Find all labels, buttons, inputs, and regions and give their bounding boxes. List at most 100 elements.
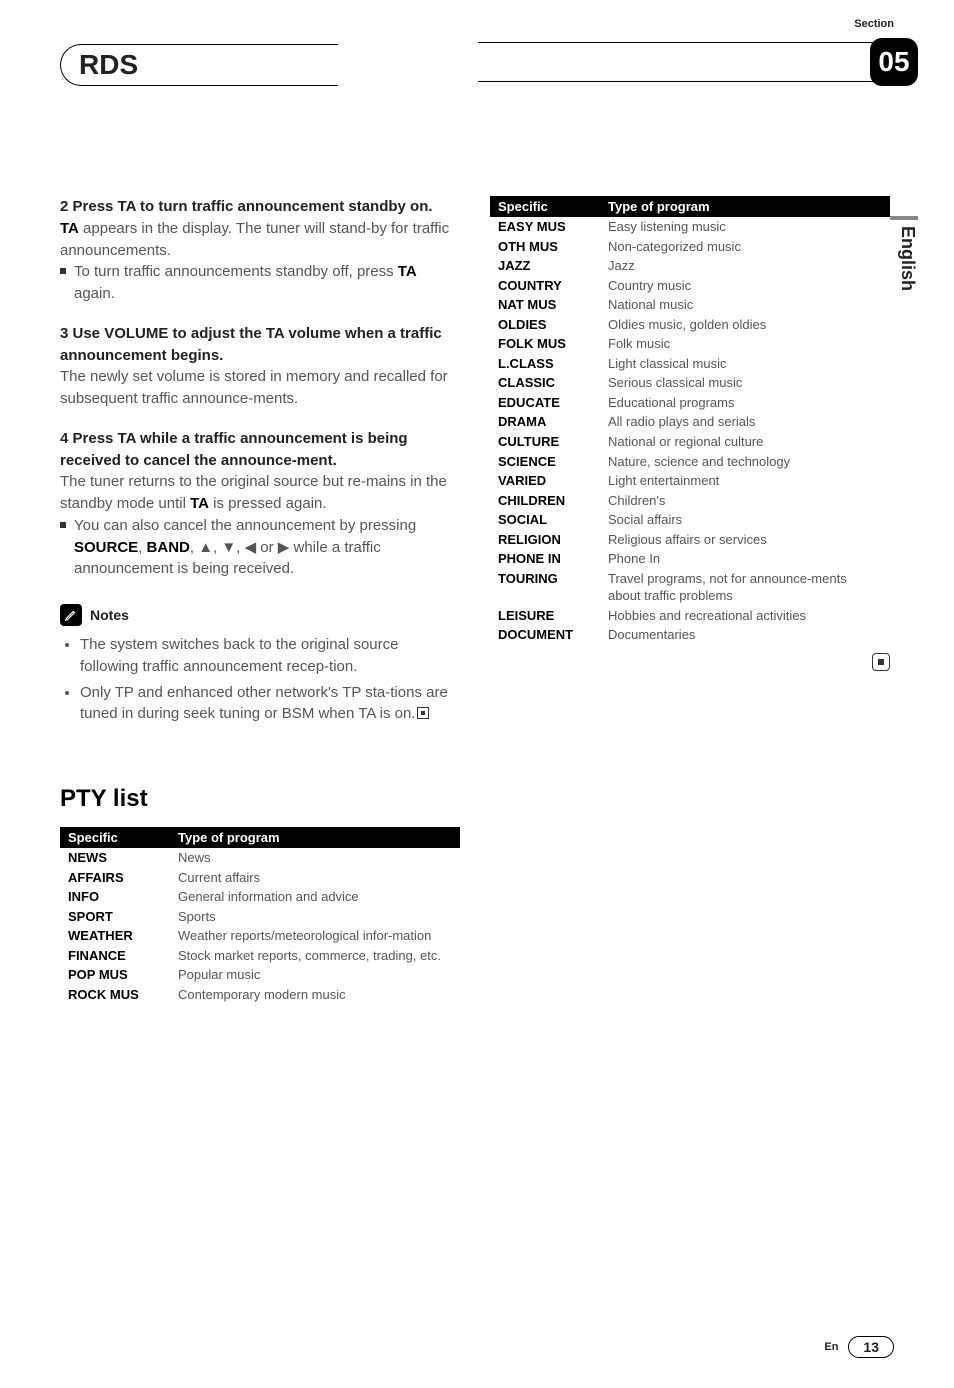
cell-specific: POP MUS [60, 965, 170, 985]
table-row: SPORTSports [60, 907, 460, 927]
cell-type: Light entertainment [600, 471, 890, 491]
footer-lang: En [824, 1341, 838, 1353]
table-row: OTH MUSNon-categorized music [490, 237, 890, 257]
notes-heading: Notes [60, 604, 460, 626]
cell-specific: PHONE IN [490, 549, 600, 569]
cell-specific: VARIED [490, 471, 600, 491]
end-mark-icon [872, 653, 890, 671]
step-4-bullet-text: You can also cancel the announcement by … [74, 515, 460, 580]
table-row: TOURINGTravel programs, not for announce… [490, 569, 890, 606]
content-columns: 2 Press TA to turn traffic announcement … [0, 116, 954, 1004]
cell-specific: NEWS [60, 848, 170, 868]
cell-specific: OTH MUS [490, 237, 600, 257]
cell-type: Documentaries [600, 625, 890, 645]
step-2-body-text: appears in the display. The tuner will s… [60, 220, 449, 259]
cell-type: Travel programs, not for announce-ments … [600, 569, 890, 606]
note-item: The system switches back to the original… [80, 634, 460, 678]
cell-specific: WEATHER [60, 926, 170, 946]
cell-specific: FINANCE [60, 946, 170, 966]
cell-type: All radio plays and serials [600, 412, 890, 432]
bullet-icon [60, 522, 66, 528]
cell-specific: OLDIES [490, 315, 600, 335]
cell-type: Sports [170, 907, 460, 927]
step-4-body: The tuner returns to the original source… [60, 471, 460, 515]
cell-type: Hobbies and recreational activities [600, 606, 890, 626]
cell-type: Educational programs [600, 393, 890, 413]
cell-specific: LEISURE [490, 606, 600, 626]
cell-type: Popular music [170, 965, 460, 985]
cell-type: Children's [600, 491, 890, 511]
table-row: INFOGeneral information and advice [60, 887, 460, 907]
pty-heading: PTY list [60, 785, 460, 813]
table-row: SOCIALSocial affairs [490, 510, 890, 530]
section-label: Section [854, 18, 894, 30]
table-row: RELIGIONReligious affairs or services [490, 530, 890, 550]
cell-type: Country music [600, 276, 890, 296]
cell-type: Weather reports/meteorological infor-mat… [170, 926, 460, 946]
table-row: FINANCEStock market reports, commerce, t… [60, 946, 460, 966]
t: BAND [147, 539, 190, 556]
table-row: DOCUMENTDocumentaries [490, 625, 890, 645]
table-row: NEWSNews [60, 848, 460, 868]
cell-specific: RELIGION [490, 530, 600, 550]
table-row: ROCK MUSContemporary modern music [60, 985, 460, 1005]
cell-specific: DOCUMENT [490, 625, 600, 645]
cell-type: National or regional culture [600, 432, 890, 452]
t: TA [190, 495, 209, 512]
step-4-head: 4 Press TA while a traffic announcement … [60, 428, 460, 472]
table-row: OLDIESOldies music, golden oldies [490, 315, 890, 335]
t: Only TP and enhanced other network's TP … [80, 684, 448, 723]
step-2-bullet: To turn traffic announcements standby of… [60, 261, 460, 305]
cell-specific: SOCIAL [490, 510, 600, 530]
footer-page-number: 13 [848, 1336, 894, 1358]
table-row: FOLK MUSFolk music [490, 334, 890, 354]
table-row: COUNTRYCountry music [490, 276, 890, 296]
header-right-pill [478, 42, 918, 82]
cell-type: Phone In [600, 549, 890, 569]
cell-type: National music [600, 295, 890, 315]
table-row: LEISUREHobbies and recreational activiti… [490, 606, 890, 626]
cell-specific: CLASSIC [490, 373, 600, 393]
header-title: RDS [60, 44, 338, 86]
table-row: EDUCATEEducational programs [490, 393, 890, 413]
col-type: Type of program [170, 827, 460, 848]
cell-type: General information and advice [170, 887, 460, 907]
bullet-icon [60, 268, 66, 274]
cell-type: Social affairs [600, 510, 890, 530]
cell-type: Stock market reports, commerce, trading,… [170, 946, 460, 966]
cell-specific: SPORT [60, 907, 170, 927]
cell-specific: EDUCATE [490, 393, 600, 413]
notes-label: Notes [90, 607, 129, 623]
table-row: NAT MUSNational music [490, 295, 890, 315]
table-row: CULTURENational or regional culture [490, 432, 890, 452]
table-row: WEATHERWeather reports/meteorological in… [60, 926, 460, 946]
col-type: Type of program [600, 196, 890, 217]
cell-type: Non-categorized music [600, 237, 890, 257]
cell-specific: L.CLASS [490, 354, 600, 374]
left-column: 2 Press TA to turn traffic announcement … [60, 196, 460, 1004]
step-2-body: TA appears in the display. The tuner wil… [60, 218, 460, 262]
step-2: 2 Press TA to turn traffic announcement … [60, 196, 460, 305]
table-row: POP MUSPopular music [60, 965, 460, 985]
cell-specific: CULTURE [490, 432, 600, 452]
step-2-bullet-text: To turn traffic announcements standby of… [74, 261, 460, 305]
end-mark-icon [417, 707, 429, 719]
table-row: EASY MUSEasy listening music [490, 217, 890, 237]
cell-type: Serious classical music [600, 373, 890, 393]
ta-bold: TA [60, 220, 79, 237]
table-row: L.CLASSLight classical music [490, 354, 890, 374]
section-number-badge: 05 [870, 38, 918, 86]
note-item: Only TP and enhanced other network's TP … [80, 682, 460, 726]
t: is pressed again. [209, 495, 327, 512]
cell-type: Current affairs [170, 868, 460, 888]
language-tab: English [890, 216, 918, 291]
page-footer: En 13 [824, 1336, 894, 1358]
table-row: JAZZJazz [490, 256, 890, 276]
step-3: 3 Use VOLUME to adjust the TA volume whe… [60, 323, 460, 410]
table-row: SCIENCENature, science and technology [490, 452, 890, 472]
step-4-bullet: You can also cancel the announcement by … [60, 515, 460, 580]
cell-type: Jazz [600, 256, 890, 276]
cell-specific: AFFAIRS [60, 868, 170, 888]
table-row: PHONE INPhone In [490, 549, 890, 569]
table-row: CLASSICSerious classical music [490, 373, 890, 393]
